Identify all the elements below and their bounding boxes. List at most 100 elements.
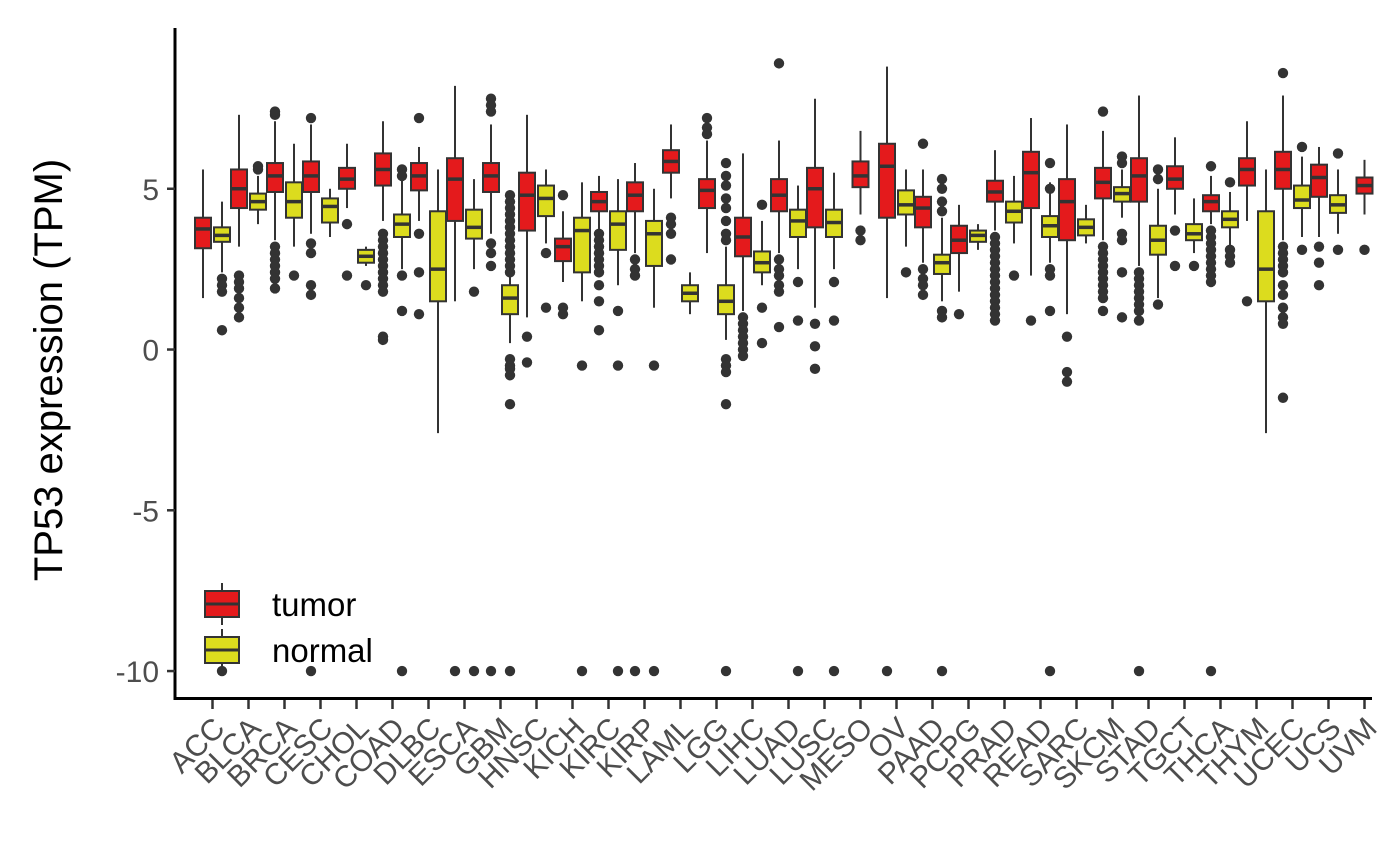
y-tick-label: -5 — [132, 495, 159, 528]
plot-area — [194, 58, 1374, 677]
outlier-point — [485, 247, 497, 259]
outlier-point — [1116, 235, 1128, 246]
outlier-point — [485, 93, 497, 104]
outlier-point — [1044, 183, 1056, 194]
outlier-point — [269, 273, 281, 284]
outlier-point — [665, 254, 677, 265]
outlier-point — [792, 665, 804, 677]
box-kich-normal — [573, 182, 591, 677]
outlier-point — [576, 360, 588, 371]
outlier-point — [917, 289, 929, 301]
box-gbm-normal — [501, 189, 519, 677]
box-iqr — [789, 208, 807, 238]
box-chol-normal — [357, 246, 375, 291]
outlier-point — [720, 202, 732, 214]
outlier-point — [936, 183, 948, 194]
outlier-point — [936, 312, 948, 323]
outlier-point — [936, 173, 948, 185]
outlier-point — [360, 280, 372, 291]
box-iqr — [554, 237, 572, 263]
box-prad-normal — [1005, 175, 1023, 281]
outlier-point — [809, 363, 821, 375]
outlier-point — [792, 276, 804, 288]
box-lgg-normal — [717, 157, 735, 677]
outlier-point — [1205, 665, 1217, 677]
box-dlbc-normal — [429, 169, 447, 434]
outlier-point — [773, 254, 785, 265]
box-laml-tumor — [662, 124, 680, 265]
outlier-point — [305, 665, 317, 677]
outlier-point — [305, 280, 317, 291]
box-luad-tumor — [770, 58, 788, 333]
outlier-point — [773, 286, 785, 297]
box-stad-normal — [1149, 164, 1167, 310]
outlier-point — [737, 350, 749, 362]
box-stad-tumor — [1130, 95, 1148, 677]
outlier-point — [1061, 366, 1073, 378]
outlier-point — [593, 267, 605, 278]
outlier-point — [413, 228, 425, 239]
box-lihc-normal — [753, 199, 771, 349]
outlier-point — [1277, 392, 1289, 403]
outlier-point — [377, 286, 389, 297]
outlier-point — [828, 315, 840, 326]
box-uvm-tumor — [1355, 159, 1374, 256]
outlier-point — [953, 308, 965, 320]
box-skcm-normal — [1113, 151, 1131, 323]
box-thym-tumor — [1238, 121, 1256, 307]
box-lgg-tumor — [698, 112, 716, 254]
box-thca-tumor — [1202, 161, 1220, 677]
outlier-point — [413, 112, 425, 124]
outlier-point — [809, 341, 821, 352]
outlier-point — [396, 170, 408, 182]
outlier-point — [936, 196, 948, 207]
box-iqr — [465, 208, 483, 240]
outlier-point — [1205, 161, 1217, 172]
box-acc-normal — [213, 201, 231, 677]
outlier-point — [504, 665, 516, 677]
legend-label: tumor — [272, 586, 356, 623]
outlier-point — [233, 283, 245, 294]
outlier-point — [1241, 296, 1253, 307]
outlier-point — [485, 260, 497, 272]
outlier-point — [855, 235, 866, 246]
outlier-point — [1152, 173, 1164, 185]
outlier-point — [629, 254, 641, 265]
box-tgct-tumor — [1166, 137, 1184, 272]
outlier-point — [1277, 267, 1289, 278]
y-tick-label: 5 — [142, 174, 159, 207]
outlier-point — [1116, 312, 1128, 323]
outlier-point — [252, 161, 264, 172]
y-tick-label: -10 — [116, 656, 159, 689]
box-esca-normal — [465, 179, 483, 677]
outlier-point — [720, 170, 732, 182]
box-pcpg-tumor — [950, 204, 968, 320]
box-iqr — [645, 219, 663, 267]
outlier-point — [648, 360, 660, 371]
axes: -10-505ACCBLCABRCACESCCHOLCOADDLBCESCAGB… — [116, 28, 1383, 797]
outlier-point — [504, 398, 516, 410]
box-thym-normal — [1257, 169, 1275, 434]
outlier-point — [936, 206, 948, 217]
box-iqr — [1293, 184, 1311, 210]
box-dlbc-tumor — [410, 112, 428, 320]
legend: tumor normal — [204, 583, 373, 671]
outlier-point — [1133, 665, 1145, 677]
outlier-point — [233, 312, 245, 323]
box-cesc-tumor — [302, 112, 320, 677]
box-coad-normal — [393, 164, 411, 677]
box-read-normal — [1041, 157, 1059, 677]
outlier-point — [1169, 225, 1181, 236]
outlier-point — [1133, 315, 1145, 326]
outlier-point — [720, 180, 732, 191]
outlier-point — [1224, 257, 1236, 268]
outlier-point — [917, 263, 929, 275]
outlier-point — [1025, 315, 1037, 326]
box-brca-normal — [285, 143, 303, 281]
outlier-point — [557, 189, 569, 201]
box-pcpg-normal — [969, 224, 987, 250]
outlier-point — [989, 315, 1001, 326]
outlier-point — [305, 289, 317, 301]
outlier-point — [1044, 157, 1056, 169]
